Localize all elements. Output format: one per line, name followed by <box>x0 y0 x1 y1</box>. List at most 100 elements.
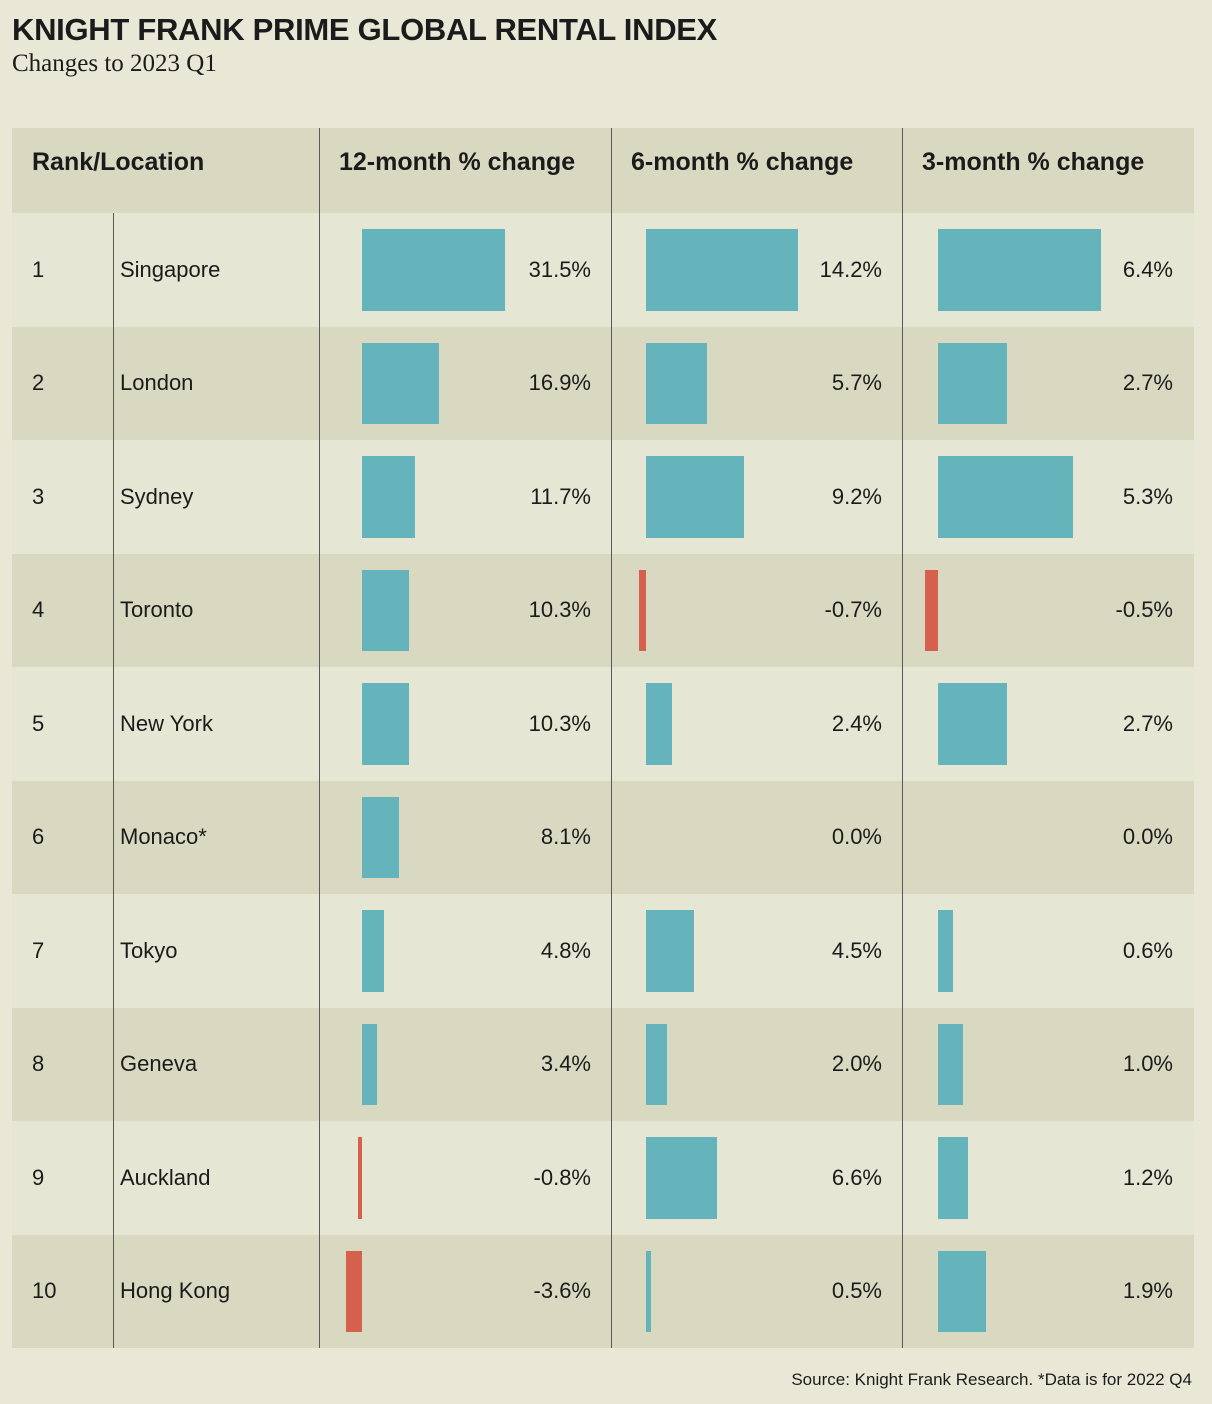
value-label-12-month: 16.9% <box>528 370 591 396</box>
column-header-6-month: 6-month % change <box>631 148 854 176</box>
bar-6-month-toronto <box>638 569 646 651</box>
value-label-12-month: -3.6% <box>533 1278 591 1304</box>
rank-cell: 1 <box>32 256 45 282</box>
bar-12-month-new-york <box>362 683 409 765</box>
bar-3-month-toronto <box>925 569 938 651</box>
location-cell: Geneva <box>120 1051 198 1077</box>
divider-3-month <box>902 128 903 1348</box>
rank-cell: 10 <box>32 1278 57 1304</box>
table-row: 5 New York 10.3% 2.4% 2.7% <box>12 667 1194 781</box>
table-row: 4 Toronto 10.3% -0.7% -0.5% <box>12 553 1194 667</box>
value-label-3-month: 5.3% <box>1122 483 1173 509</box>
bar-6-month-auckland <box>646 1137 717 1219</box>
bar-6-month-geneva <box>646 1023 668 1105</box>
location-cell: New York <box>120 710 213 736</box>
value-label-3-month: 2.7% <box>1122 710 1173 736</box>
table-row: 9 Auckland -0.8% 6.6% 1.2% <box>12 1121 1194 1235</box>
value-label-12-month: 10.3% <box>528 597 591 623</box>
location-cell: Auckland <box>120 1164 211 1190</box>
bar-6-month-singapore <box>646 229 798 311</box>
bar-12-month-geneva <box>362 1023 378 1105</box>
value-label-6-month: 9.2% <box>831 483 882 509</box>
rank-cell: 7 <box>32 937 45 963</box>
bar-6-month-tokyo <box>646 910 695 992</box>
rental-index-table: Rank/Location 12-month % change 6-month … <box>12 128 1194 1348</box>
value-label-12-month: 10.3% <box>528 710 591 736</box>
location-cell: Monaco* <box>120 824 207 850</box>
rank-cell: 6 <box>32 824 45 850</box>
bar-3-month-geneva <box>938 1023 964 1105</box>
value-label-6-month: 2.0% <box>831 1051 882 1077</box>
value-label-3-month: 1.2% <box>1122 1164 1173 1190</box>
value-label-12-month: 11.7% <box>530 483 591 509</box>
rank-cell: 4 <box>32 597 45 623</box>
value-label-6-month: 4.5% <box>831 937 882 963</box>
bar-6-month-new-york <box>646 683 672 765</box>
bar-6-month-sydney <box>646 456 745 538</box>
bar-3-month-singapore <box>938 229 1101 311</box>
value-label-6-month: 2.4% <box>831 710 882 736</box>
table-header: Rank/Location 12-month % change 6-month … <box>12 128 1194 213</box>
value-label-3-month: 0.6% <box>1122 937 1173 963</box>
divider-12-month <box>319 128 320 1348</box>
table-row: 2 London 16.9% 5.7% 2.7% <box>12 326 1194 440</box>
bar-12-month-singapore <box>362 229 506 311</box>
value-label-12-month: 8.1% <box>540 824 591 850</box>
location-cell: Sydney <box>120 483 194 509</box>
bar-3-month-london <box>938 342 1007 424</box>
rank-cell: 8 <box>32 1051 45 1077</box>
value-label-3-month: 0.0% <box>1122 824 1173 850</box>
value-label-12-month: 4.8% <box>540 937 591 963</box>
location-cell: Tokyo <box>120 937 178 963</box>
value-label-3-month: 1.9% <box>1122 1278 1173 1304</box>
bar-12-month-london <box>362 342 439 424</box>
column-header-12-month: 12-month % change <box>339 148 576 176</box>
rank-cell: 5 <box>32 710 45 736</box>
bar-12-month-auckland <box>358 1137 362 1219</box>
bar-3-month-new-york <box>938 683 1007 765</box>
table-row: 3 Sydney 11.7% 9.2% 5.3% <box>12 440 1194 554</box>
bar-12-month-sydney <box>362 456 416 538</box>
rank-cell: 3 <box>32 483 45 509</box>
column-header-3-month: 3-month % change <box>922 148 1145 176</box>
bar-3-month-auckland <box>938 1137 969 1219</box>
rank-cell: 2 <box>32 370 45 396</box>
table-row: 8 Geneva 3.4% 2.0% 1.0% <box>12 1007 1194 1121</box>
value-label-6-month: 5.7% <box>831 370 882 396</box>
table-row: 6 Monaco* 8.1% 0.0% 0.0% <box>12 780 1194 894</box>
location-cell: London <box>120 370 194 396</box>
bar-6-month-hong-kong <box>646 1250 652 1332</box>
bar-3-month-hong-kong <box>938 1250 987 1332</box>
bar-3-month-tokyo <box>938 910 954 992</box>
value-label-6-month: 14.2% <box>819 256 882 282</box>
location-cell: Hong Kong <box>120 1278 231 1304</box>
value-label-6-month: -0.7% <box>824 597 882 623</box>
table-row: 1 Singapore 31.5% 14.2% 6.4% <box>12 213 1194 327</box>
value-label-3-month: -0.5% <box>1115 597 1173 623</box>
chart-title: KNIGHT FRANK PRIME GLOBAL RENTAL INDEX <box>12 12 718 47</box>
bar-12-month-hong-kong <box>345 1250 362 1332</box>
value-label-6-month: 6.6% <box>831 1164 882 1190</box>
value-label-12-month: 31.5% <box>528 256 591 282</box>
value-label-3-month: 6.4% <box>1122 256 1173 282</box>
value-label-6-month: 0.0% <box>831 824 882 850</box>
bar-12-month-toronto <box>362 569 409 651</box>
value-label-3-month: 1.0% <box>1122 1051 1173 1077</box>
rank-cell: 9 <box>32 1164 45 1190</box>
bar-12-month-monaco- <box>362 796 399 878</box>
divider-6-month <box>611 128 612 1348</box>
value-label-3-month: 2.7% <box>1122 370 1173 396</box>
value-label-6-month: 0.5% <box>831 1278 882 1304</box>
value-label-12-month: 3.4% <box>540 1051 591 1077</box>
bar-3-month-sydney <box>938 456 1073 538</box>
value-label-12-month: -0.8% <box>533 1164 591 1190</box>
location-cell: Toronto <box>120 597 194 623</box>
table-row: 10 Hong Kong -3.6% 0.5% 1.9% <box>12 1234 1194 1348</box>
source-note: Source: Knight Frank Research. *Data is … <box>791 1370 1192 1389</box>
bar-6-month-london <box>646 342 707 424</box>
chart-subtitle: Changes to 2023 Q1 <box>12 50 217 77</box>
table-row: 7 Tokyo 4.8% 4.5% 0.6% <box>12 894 1194 1008</box>
column-header-location: Rank/Location <box>32 148 205 176</box>
bar-12-month-tokyo <box>362 910 384 992</box>
location-cell: Singapore <box>120 256 221 282</box>
